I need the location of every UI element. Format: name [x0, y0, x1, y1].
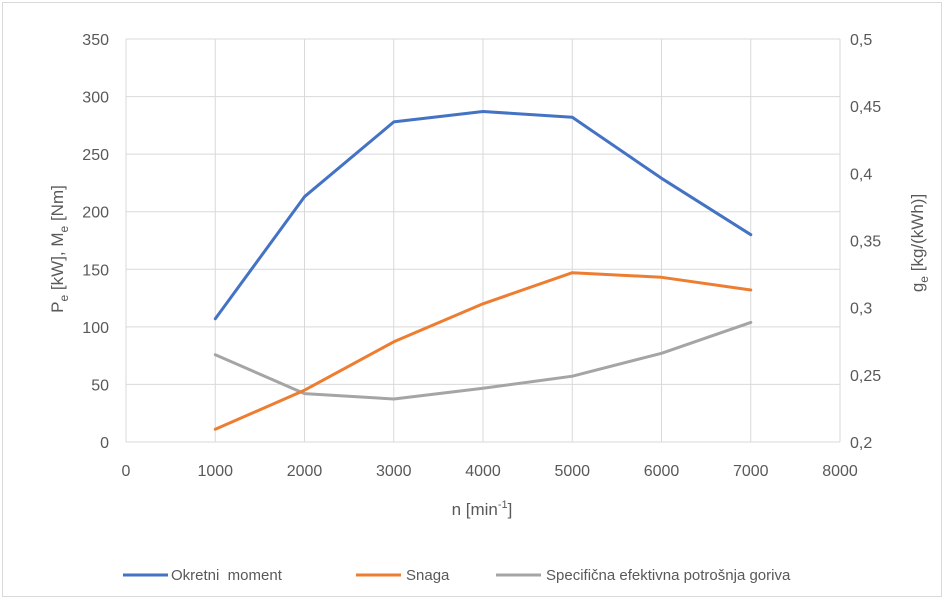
right-y-tick-label: 0,25 [850, 368, 881, 385]
left-y-tick-label: 100 [82, 320, 109, 337]
right-y-tick-labels: 0,2 0,25 0,3 0,35 0,4 0,45 0,5 [850, 32, 881, 452]
series-layer [213, 110, 753, 431]
legend-label-power: Snaga [406, 567, 450, 584]
left-y-tick-label: 200 [82, 205, 109, 222]
chart: 0 1000 2000 3000 4000 5000 6000 7000 8000 0 50 100… [48, 32, 931, 584]
right-y-tick-label: 0,45 [850, 99, 881, 116]
x-tick-label: 3000 [376, 463, 412, 480]
right-y-axis-title: ge [kg/(kWh)] [908, 194, 931, 292]
left-y-tick-labels: 0 50 100 150 200 250 300 350 [82, 32, 109, 452]
left-y-tick-label: 350 [82, 32, 109, 49]
right-y-tick-label: 0,35 [850, 234, 881, 251]
x-tick-label: 6000 [644, 463, 680, 480]
x-tick-label: 7000 [733, 463, 769, 480]
left-y-axis-title: Pe [kW], Me [Nm] [48, 185, 71, 313]
x-tick-label: 5000 [554, 463, 590, 480]
left-y-tick-label: 150 [82, 262, 109, 279]
x-tick-label: 1000 [197, 463, 233, 480]
x-tick-label: 2000 [287, 463, 323, 480]
right-y-tick-label: 0,2 [850, 435, 872, 452]
right-y-tick-label: 0,3 [850, 301, 872, 318]
right-y-tick-label: 0,4 [850, 166, 872, 183]
right-y-tick-label: 0,5 [850, 32, 872, 49]
legend-label-torque: Okretni moment [171, 567, 283, 584]
x-tick-label: 8000 [822, 463, 858, 480]
gridlines [125, 38, 841, 443]
left-y-tick-label: 50 [91, 377, 109, 394]
x-tick-label: 4000 [465, 463, 501, 480]
left-y-tick-label: 250 [82, 147, 109, 164]
left-y-tick-label: 300 [82, 90, 109, 107]
x-tick-labels: 0 1000 2000 3000 4000 5000 6000 7000 8000 [122, 463, 858, 480]
legend: Okretni moment Snaga Specifična efektivn… [123, 567, 791, 584]
x-tick-label: 0 [122, 463, 131, 480]
x-axis-title: n [min-1] [452, 499, 513, 519]
legend-label-consumption: Specifična efektivna potrošnja goriva [546, 567, 791, 584]
left-y-tick-label: 0 [100, 435, 109, 452]
